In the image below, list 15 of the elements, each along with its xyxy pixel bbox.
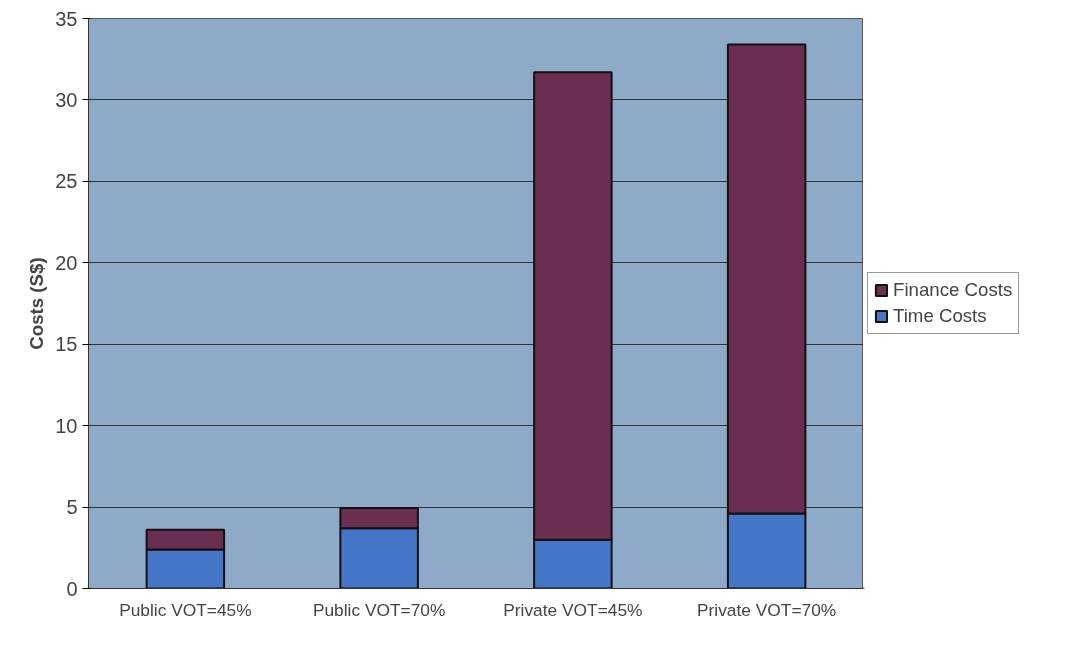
y-tick-label: 20 xyxy=(55,251,78,274)
y-tick-label: 0 xyxy=(66,577,78,600)
y-axis-title: Costs (S$) xyxy=(26,257,48,350)
x-tick-label: Private VOT=45% xyxy=(503,599,643,620)
y-tick-label: 5 xyxy=(66,496,78,519)
y-tick-label: 30 xyxy=(55,88,78,111)
y-tick-label: 15 xyxy=(55,333,78,356)
y-tick-label: 25 xyxy=(55,170,78,193)
legend-label: Time Costs xyxy=(893,305,987,327)
legend-label: Finance Costs xyxy=(893,279,1013,301)
y-tick-label: 35 xyxy=(55,7,78,30)
x-tick-label: Private VOT=70% xyxy=(697,599,837,620)
x-tick-label: Public VOT=45% xyxy=(119,599,252,620)
y-tick-label: 10 xyxy=(55,414,78,437)
x-tick-label: Public VOT=70% xyxy=(312,599,446,620)
